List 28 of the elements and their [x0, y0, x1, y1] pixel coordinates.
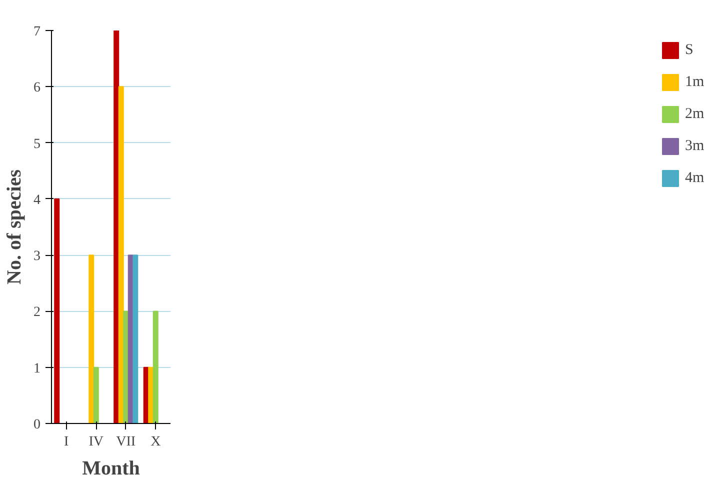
y-tick-label: 7 — [34, 24, 40, 40]
x-tick-label: X — [150, 434, 161, 450]
y-tick-label: 5 — [34, 136, 40, 152]
y-tick-label: 2 — [34, 305, 40, 320]
legend-label: 2m — [685, 106, 705, 122]
y-tick-label: 0 — [34, 418, 40, 432]
bar — [88, 254, 94, 424]
legend-label: 1m — [685, 74, 705, 90]
bar — [132, 254, 138, 424]
bar — [148, 366, 154, 424]
y-axis-title: No. of species — [4, 169, 26, 284]
legend-label: 4m — [685, 170, 705, 186]
y-tick-label: 3 — [34, 249, 40, 264]
legend-label: S — [685, 42, 694, 58]
y-tick-label: 4 — [34, 192, 40, 208]
bar — [54, 198, 60, 424]
legend-label: 3m — [685, 138, 705, 154]
x-tick-label: VII — [116, 434, 136, 450]
x-tick-label: IV — [88, 434, 104, 450]
y-tick-label: 1 — [34, 361, 40, 376]
y-tick-label: 6 — [34, 80, 40, 96]
x-tick-label: I — [64, 434, 70, 450]
bar — [152, 310, 158, 424]
bar — [123, 310, 129, 424]
bar — [93, 366, 99, 424]
bar — [118, 86, 124, 424]
x-axis-title: Month — [82, 458, 140, 480]
bar — [114, 30, 120, 424]
